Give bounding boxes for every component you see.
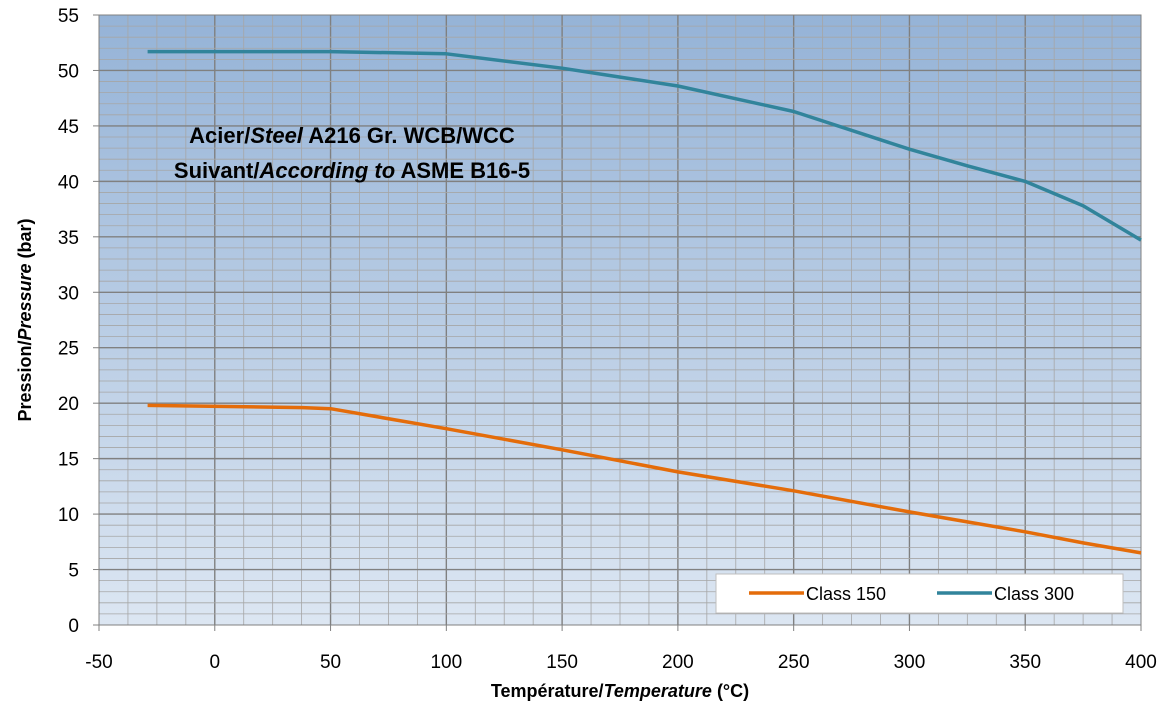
- y-tick-label: 55: [58, 6, 79, 27]
- y-tick-label: 45: [58, 117, 79, 138]
- x-axis-title: Température/Temperature (°C): [491, 681, 749, 701]
- x-tick-label: 150: [546, 652, 578, 673]
- y-tick-label: 40: [58, 172, 79, 193]
- y-tick-label: 20: [58, 394, 79, 415]
- x-tick-label: -50: [85, 652, 112, 673]
- x-tick-label: 350: [1009, 652, 1041, 673]
- series-layer: [147, 49, 1142, 555]
- legend-label: Class 300: [994, 584, 1074, 604]
- grid: [99, 15, 1141, 625]
- y-tick-label: 5: [68, 561, 79, 582]
- x-tick-label: 50: [320, 652, 341, 673]
- annotation-line: Acier/Steel A216 Gr. WCB/WCC: [189, 123, 515, 148]
- y-axis-title: Pression/Pressure (bar): [15, 218, 35, 421]
- y-axis-label: Pression/Pressure (bar): [15, 218, 35, 421]
- y-tick-label: 0: [68, 616, 79, 637]
- y-tick-label: 50: [58, 61, 79, 82]
- y-tick-label: 15: [58, 450, 79, 471]
- legend-label: Class 150: [806, 584, 886, 604]
- axis-ticks: -50 0 50 100 150 200 250 300 350 400 0 5 10 15 20 25 30 3…: [58, 6, 1157, 673]
- y-tick-label: 35: [58, 228, 79, 249]
- annotation-line: Suivant/According to ASME B16-5: [174, 158, 530, 183]
- y-tick-label: 25: [58, 339, 79, 360]
- x-tick-label: 200: [662, 652, 694, 673]
- x-tick-label: 300: [894, 652, 926, 673]
- y-tick-label: 30: [58, 283, 79, 304]
- legend: Class 150 Class 300: [715, 573, 1124, 614]
- x-tick-label: 0: [209, 652, 220, 673]
- plot-border: [98, 14, 1142, 626]
- annotation: Acier/Steel A216 Gr. WCB/WCC Suivant/Acco…: [174, 123, 530, 183]
- x-tick-label: 250: [778, 652, 810, 673]
- x-tick-label: 100: [430, 652, 462, 673]
- x-tick-label: 400: [1125, 652, 1157, 673]
- x-axis-label: Température/Temperature (°C): [491, 681, 749, 701]
- series-line-class-300: [147, 49, 1142, 242]
- y-tick-label: 10: [58, 505, 79, 526]
- series-line-class-150: [147, 403, 1142, 555]
